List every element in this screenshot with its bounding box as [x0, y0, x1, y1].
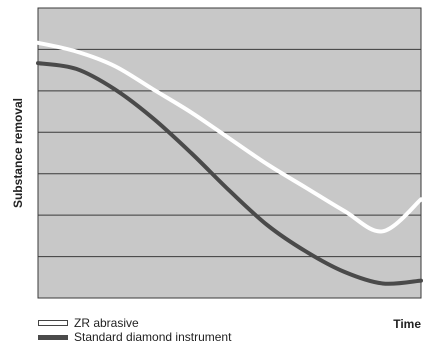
legend-item-zr-abrasive: ZR abrasive [38, 316, 231, 330]
series-line-standard-diamond [36, 61, 423, 286]
y-axis-label: Substance removal [11, 97, 26, 209]
legend-swatch-zr-abrasive [38, 320, 68, 326]
legend-label-standard-diamond: Standard diamond instrument [74, 330, 232, 344]
legend-label-zr-abrasive: ZR abrasive [74, 316, 139, 330]
gridlines [38, 48, 421, 258]
legend: ZR abrasive Standard diamond instrument [38, 316, 231, 344]
series-lines [36, 40, 423, 286]
y-axis-label-container: Substance removal [4, 8, 32, 298]
plot-frame [37, 7, 422, 299]
x-axis-label: Time [393, 317, 421, 331]
plot-area [38, 8, 421, 298]
series-line-zr-abrasive [36, 40, 423, 234]
legend-item-standard-diamond: Standard diamond instrument [38, 330, 231, 344]
legend-swatch-standard-diamond [38, 334, 68, 340]
